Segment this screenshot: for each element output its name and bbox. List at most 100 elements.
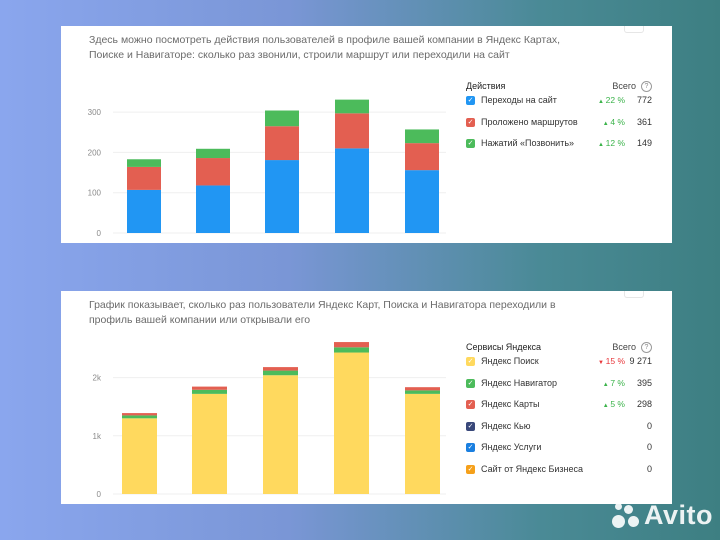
legend-item-total: 361 <box>636 116 652 127</box>
legend-item-name: Нажатий «Позвонить» <box>481 138 575 148</box>
legend-item-name: Яндекс Навигатор <box>481 377 558 388</box>
legend-item-change-value: 5 % <box>610 399 625 409</box>
bar-segment[interactable] <box>192 393 227 494</box>
services-chart: 0 1k 2k <box>93 342 446 499</box>
y-tick-label: 1k <box>93 432 102 441</box>
legend-item-total: 9 271 <box>629 356 652 366</box>
legend-item-name: Проложено маршрутов <box>481 116 578 127</box>
legend-item-total: 0 <box>646 463 652 474</box>
bar-segment[interactable] <box>122 418 157 494</box>
legend-item-change: ▲ 5 % <box>603 399 625 409</box>
bar-segment[interactable] <box>127 166 161 190</box>
y-tick-label: 0 <box>97 490 102 499</box>
bar-segment[interactable] <box>405 393 440 494</box>
question-circle-icon[interactable]: ? <box>641 342 652 353</box>
actions-description: Здесь можно посмотреть действия пользова… <box>89 34 561 61</box>
bar-segment[interactable] <box>335 148 369 233</box>
bar-segment[interactable] <box>334 342 369 348</box>
legend-item[interactable]: ✓ Яндекс Карты ▲ 5 % 298 <box>466 399 652 421</box>
bar-segment[interactable] <box>405 129 439 144</box>
legend-item[interactable]: ✓ Переходы на сайт ▲ 22 % 772 <box>466 95 652 117</box>
arrow-up-icon: ▲ <box>598 99 606 105</box>
checkbox-checked-icon[interactable]: ✓ <box>466 443 475 452</box>
legend-item[interactable]: ✓ Яндекс Навигатор ▲ 7 % 395 <box>466 378 652 400</box>
bar-segment[interactable] <box>405 170 439 233</box>
actions-card: Здесь можно посмотреть действия пользова… <box>61 26 672 243</box>
actions-legend: Действия Всего ? ✓ Переходы на сайт ▲ 22 %… <box>466 81 652 160</box>
legend-item-total: 0 <box>646 442 652 452</box>
bar-segment[interactable] <box>192 386 227 390</box>
arrow-down-icon: ▼ <box>598 360 606 366</box>
bar-segment[interactable] <box>263 367 298 371</box>
checkbox-checked-icon[interactable]: ✓ <box>466 378 475 388</box>
services-card: График показывает, сколько раз пользоват… <box>61 291 672 504</box>
bar-segment[interactable] <box>335 113 369 149</box>
services-description: График показывает, сколько раз пользоват… <box>89 299 556 326</box>
legend-header: Сервисы Яндекса Всего ? <box>466 342 652 356</box>
legend-item-name: Яндекс Поиск <box>481 356 539 366</box>
bar-segment[interactable] <box>127 159 161 167</box>
legend-item[interactable]: ✓ Сайт от Яндекс Бизнеса 0 <box>466 464 652 486</box>
bar-segment[interactable] <box>265 110 299 127</box>
legend-item[interactable]: ✓ Проложено маршрутов ▲ 4 % 361 <box>466 117 652 139</box>
bar-segment[interactable] <box>122 415 157 419</box>
y-tick-label: 2k <box>93 374 102 383</box>
bar-segment[interactable] <box>127 189 161 233</box>
legend-item-change: ▲ 4 % <box>603 117 625 127</box>
y-tick-label: 300 <box>88 108 102 117</box>
arrow-up-icon: ▲ <box>602 120 611 127</box>
legend-header: Действия Всего ? <box>466 81 652 95</box>
bar-segment[interactable] <box>196 185 230 233</box>
y-tick-label: 100 <box>88 189 102 198</box>
question-circle-icon[interactable]: ? <box>641 81 652 92</box>
legend-item[interactable]: ✓ Яндекс Поиск ▼ 15 % 9 271 <box>466 356 652 378</box>
avito-logo-icon <box>612 502 642 529</box>
legend-item-change-value: 22 % <box>605 95 625 105</box>
checkbox-checked-icon[interactable]: ✓ <box>466 117 475 127</box>
legend-item-change: ▲ 22 % <box>598 95 625 105</box>
bar-segment[interactable] <box>335 99 369 114</box>
legend-item-name: Яндекс Кью <box>481 420 531 431</box>
legend-header-label: Сервисы Яндекса <box>466 342 542 352</box>
y-tick-label: 0 <box>97 229 102 238</box>
bar-segment[interactable] <box>405 143 439 171</box>
legend-item[interactable]: ✓ Нажатий «Позвонить» ▲ 12 % 149 <box>466 138 652 160</box>
legend-item[interactable]: ✓ Яндекс Кью 0 <box>466 421 652 443</box>
bar-segment[interactable] <box>192 389 227 394</box>
legend-item-total: 149 <box>636 138 652 148</box>
avito-logo-text: Avito <box>644 500 713 530</box>
bar-segment[interactable] <box>196 158 230 186</box>
legend-item-name: Переходы на сайт <box>481 95 557 105</box>
actions-chart: 0 100 200 300 <box>88 99 446 238</box>
legend-item-change: ▼ 15 % <box>598 356 625 366</box>
checkbox-checked-icon[interactable]: ✓ <box>466 400 475 409</box>
checkbox-checked-icon[interactable]: ✓ <box>466 464 475 474</box>
legend-item-change-value: 12 % <box>605 138 625 148</box>
bar-segment[interactable] <box>122 413 157 416</box>
card-menu-handle[interactable] <box>624 291 644 298</box>
bar-segment[interactable] <box>265 126 299 161</box>
bar-segment[interactable] <box>405 387 440 391</box>
bar-segment[interactable] <box>334 352 369 494</box>
bar-segment[interactable] <box>405 390 440 394</box>
checkbox-checked-icon[interactable]: ✓ <box>466 421 475 431</box>
bar-segment[interactable] <box>265 160 299 233</box>
checkbox-checked-icon[interactable]: ✓ <box>466 96 475 105</box>
arrow-up-icon: ▲ <box>598 142 606 148</box>
legend-item-change: ▲ 7 % <box>603 378 625 388</box>
bar-segment[interactable] <box>263 370 298 376</box>
bar-segment[interactable] <box>263 375 298 494</box>
legend-item-name: Сайт от Яндекс Бизнеса <box>481 463 583 474</box>
legend-item[interactable]: ✓ Яндекс Услуги 0 <box>466 442 652 464</box>
arrow-up-icon: ▲ <box>602 403 611 409</box>
y-tick-label: 200 <box>88 148 102 157</box>
checkbox-checked-icon[interactable]: ✓ <box>466 139 475 148</box>
bar-segment[interactable] <box>196 148 230 159</box>
legend-header-label: Действия <box>466 81 506 91</box>
legend-item-total: 395 <box>636 377 652 388</box>
services-legend: Сервисы Яндекса Всего ? ✓ Яндекс Поиск ▼ 1… <box>466 342 652 485</box>
bar-segment[interactable] <box>334 347 369 353</box>
checkbox-checked-icon[interactable]: ✓ <box>466 357 475 366</box>
card-menu-handle[interactable] <box>624 26 644 33</box>
legend-item-total: 772 <box>636 95 652 105</box>
